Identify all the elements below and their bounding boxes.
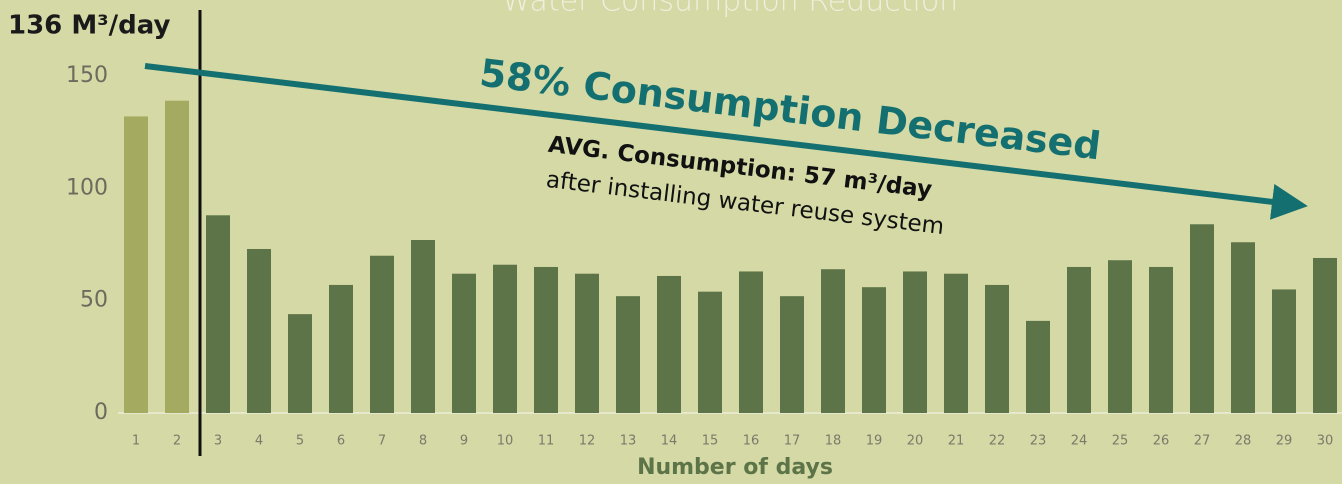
- x-tick-label: 24: [1071, 434, 1088, 449]
- bar: [370, 255, 394, 413]
- x-tick-label: 8: [419, 434, 427, 449]
- bar: [862, 287, 886, 413]
- y-tick-label: 0: [94, 400, 108, 425]
- bar: [1231, 242, 1255, 413]
- x-tick-label: 12: [579, 434, 596, 449]
- x-tick-label: 29: [1276, 434, 1293, 449]
- bar: [575, 273, 599, 413]
- x-tick-label: 28: [1235, 434, 1252, 449]
- x-tick-label: 23: [1030, 434, 1047, 449]
- bar: [206, 215, 230, 413]
- y-tick-label: 150: [66, 63, 108, 88]
- bar: [698, 291, 722, 413]
- x-tick-label: 15: [702, 434, 719, 449]
- x-tick-label: 9: [460, 434, 468, 449]
- bar: [821, 269, 845, 413]
- bar: [657, 275, 681, 413]
- y-axis-label: 136 M³/day: [8, 11, 170, 41]
- bar: [411, 240, 435, 413]
- x-tick-label: 11: [538, 434, 555, 449]
- x-tick-label: 21: [948, 434, 965, 449]
- x-tick-label: 1: [132, 434, 140, 449]
- x-tick-label: 20: [907, 434, 924, 449]
- x-tick-label: 7: [378, 434, 386, 449]
- x-tick-label: 17: [784, 434, 801, 449]
- bar: [944, 273, 968, 413]
- bar: [903, 271, 927, 413]
- y-tick-label: 100: [66, 175, 108, 200]
- x-tick-label: 6: [337, 434, 345, 449]
- chart-title: Water Consumption Reduction: [502, 0, 958, 19]
- bar: [985, 284, 1009, 413]
- y-tick-label: 50: [80, 288, 108, 313]
- x-tick-label: 18: [825, 434, 842, 449]
- bar: [1026, 320, 1050, 413]
- bar: [493, 264, 517, 413]
- bar: [739, 271, 763, 413]
- x-tick-label: 14: [661, 434, 678, 449]
- bar: [1149, 266, 1173, 413]
- x-tick-label: 5: [296, 434, 304, 449]
- bar: [1108, 260, 1132, 413]
- bar: [1067, 266, 1091, 413]
- x-tick-label: 22: [989, 434, 1006, 449]
- x-tick-label: 13: [620, 434, 637, 449]
- x-tick-label: 10: [497, 434, 514, 449]
- bar: [1190, 224, 1214, 413]
- x-tick-label: 25: [1112, 434, 1129, 449]
- x-tick-label: 3: [214, 434, 222, 449]
- x-tick-label: 26: [1153, 434, 1170, 449]
- x-axis-label: Number of days: [637, 455, 833, 480]
- bar: [780, 296, 804, 413]
- bar: [1313, 257, 1337, 413]
- x-tick-label: 16: [743, 434, 760, 449]
- x-tick-label: 30: [1317, 434, 1334, 449]
- bar: [165, 100, 189, 414]
- bar: [534, 266, 558, 413]
- trend-arrow: [144, 63, 1308, 220]
- bar: [124, 116, 148, 413]
- x-tick-label: 2: [173, 434, 181, 449]
- bar: [329, 284, 353, 413]
- bar: [452, 273, 476, 413]
- bar: [247, 248, 271, 413]
- bar: [1272, 289, 1296, 413]
- bar: [288, 314, 312, 413]
- x-tick-label: 27: [1194, 434, 1211, 449]
- x-tick-label: 4: [255, 434, 263, 449]
- x-tick-label: 19: [866, 434, 883, 449]
- bar: [616, 296, 640, 413]
